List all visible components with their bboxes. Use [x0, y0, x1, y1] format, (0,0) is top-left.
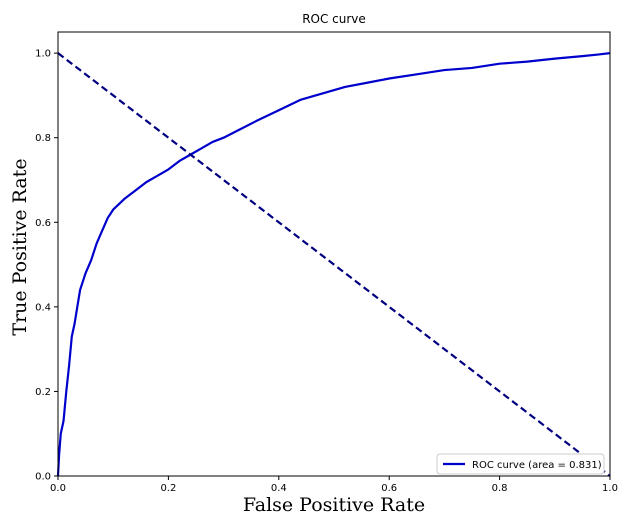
y-tick-label: 0.8	[35, 133, 51, 144]
y-tick-label: 0.2	[35, 387, 51, 398]
y-tick-label: 0.6	[35, 218, 51, 229]
diagonal-reference-line	[57, 52, 611, 477]
axes: 0.0 0.2 0.4 0.6 0.8 1.0 0.0 0.2 0.4 0.6 0.8 1.0	[35, 31, 618, 494]
x-tick-label: 0.2	[160, 483, 176, 494]
y-axis-label: True Positive Rate	[9, 158, 31, 335]
chart-title: ROC curve	[302, 12, 366, 26]
x-tick-label: 1.0	[602, 483, 618, 494]
y-tick-label: 0.4	[35, 302, 51, 313]
x-axis-label: False Positive Rate	[243, 494, 425, 516]
roc-curve-line	[56, 52, 611, 477]
y-tick-label: 0.0	[35, 472, 51, 483]
legend: ROC curve (area = 0.831)	[436, 453, 605, 475]
x-tick-label: 0.4	[271, 483, 287, 494]
plot-area	[56, 52, 611, 477]
plot-frame	[57, 31, 611, 477]
legend-box	[436, 453, 605, 475]
legend-label-roc-curve: ROC curve (area = 0.831)	[472, 460, 602, 471]
x-tick-label: 0.8	[492, 483, 508, 494]
x-tick-label: 0.6	[381, 483, 397, 494]
x-tick-label: 0.0	[50, 483, 66, 494]
y-tick-label: 1.0	[35, 49, 51, 60]
